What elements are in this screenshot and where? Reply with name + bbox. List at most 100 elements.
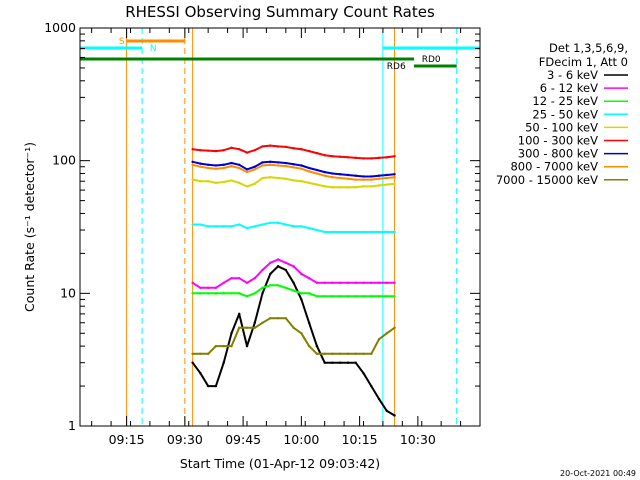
y-tick-label: 100 [52, 153, 76, 168]
legend-label: 50 - 100 keV [525, 120, 598, 134]
series-point [385, 281, 388, 285]
series-point [214, 225, 218, 228]
series-point [393, 281, 396, 285]
series-point [338, 186, 342, 189]
series-point [253, 168, 256, 171]
series-point [191, 178, 194, 181]
series-point [284, 286, 288, 290]
series-point [307, 344, 311, 348]
series-point [331, 295, 334, 298]
series-point [307, 181, 311, 185]
series-point [362, 372, 365, 375]
series-point [206, 286, 210, 290]
series-point [323, 185, 326, 188]
legend-label: 25 - 50 keV [532, 107, 598, 121]
series-point [307, 321, 311, 324]
flag-label: S [119, 37, 125, 47]
series-point [292, 163, 295, 166]
series-point [393, 155, 396, 158]
series-point [338, 176, 342, 180]
series-point [261, 268, 264, 272]
series-point [269, 284, 272, 287]
series-point [300, 225, 303, 228]
series-point [370, 281, 373, 285]
series-point [307, 226, 311, 230]
series-point [245, 281, 249, 285]
series-point [292, 326, 295, 329]
series-point [393, 414, 396, 417]
x-tick-label: 09:15 [109, 432, 145, 447]
series-point [269, 221, 272, 225]
series-point [393, 326, 396, 329]
series-point [222, 180, 225, 184]
series-point [214, 181, 218, 185]
series-point [307, 170, 311, 173]
series-point [230, 146, 233, 150]
series-point [370, 295, 373, 298]
series-point [230, 277, 233, 280]
series-point [377, 230, 381, 234]
series-point [199, 286, 202, 290]
series-point [354, 361, 357, 364]
series-point [385, 176, 388, 180]
series-point [206, 149, 210, 152]
y-tick-label: 10 [60, 285, 76, 300]
series-point [214, 344, 218, 348]
series-point [261, 145, 264, 148]
series-point [214, 292, 218, 295]
series-point [253, 292, 256, 295]
series-point [206, 352, 210, 356]
legend-label: 300 - 800 keV [518, 147, 598, 161]
series-point [253, 225, 256, 228]
series-point [292, 225, 295, 228]
series-point [222, 281, 225, 285]
series-point [370, 185, 373, 188]
series-point [276, 176, 280, 180]
series-point [292, 289, 295, 292]
x-tick-label: 10:30 [400, 432, 436, 447]
series-point [238, 163, 241, 167]
series-point [338, 230, 342, 234]
series-point [199, 292, 202, 295]
series-point [292, 265, 295, 268]
legend-label: 3 - 6 keV [547, 68, 598, 82]
series-point [269, 316, 272, 320]
series-point [230, 179, 233, 182]
series-point [292, 166, 295, 169]
series-point [276, 316, 280, 320]
series-point [315, 281, 319, 285]
legend-header-line-2: FDecim 1, Att 0 [539, 55, 628, 69]
series-point [238, 223, 241, 226]
series-point [199, 223, 202, 226]
series-point [315, 352, 319, 356]
series-point [315, 295, 319, 298]
series-point [362, 281, 365, 285]
series-point [214, 167, 218, 170]
series-point [370, 178, 373, 181]
series-point [338, 281, 342, 285]
series-point [331, 361, 334, 364]
series-point [253, 165, 256, 168]
series-point [385, 156, 388, 159]
series-point [222, 292, 225, 295]
series-point [393, 176, 396, 179]
series-point [300, 180, 303, 183]
series-point [338, 173, 342, 176]
series-point [385, 173, 388, 177]
series-point [269, 272, 272, 276]
series-point [253, 148, 256, 152]
series-point [346, 295, 350, 298]
series-point [385, 409, 388, 413]
series-point [269, 176, 272, 179]
series-point [300, 292, 303, 295]
series-point [354, 156, 357, 160]
series-point [284, 177, 288, 180]
series-point [385, 230, 388, 234]
series-point [191, 223, 194, 226]
series-point [269, 261, 272, 264]
series-point [245, 326, 249, 329]
series-point [323, 230, 326, 234]
y-tick-label: 1 [68, 418, 76, 433]
series-point [362, 185, 365, 188]
